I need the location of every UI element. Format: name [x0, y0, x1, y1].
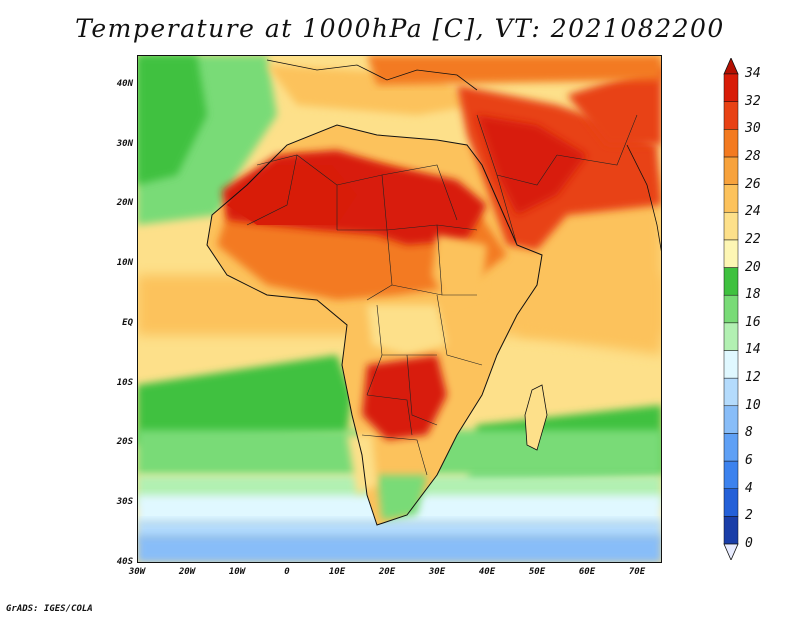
country-borders: [246, 114, 638, 476]
colorbar-level-label: 20: [745, 259, 761, 275]
colorbar-level-label: 16: [745, 314, 761, 330]
lat-tick-label: EQ: [122, 317, 133, 328]
sahara-west-core: [227, 165, 357, 225]
europe-coastline: [266, 59, 478, 91]
lat-tick-label: 30S: [116, 497, 133, 508]
atlantic-north-dark: [137, 55, 207, 185]
colorbar-segment: [723, 516, 739, 545]
south-africa-tip: [377, 475, 427, 520]
colorbar-level-label: 32: [745, 93, 761, 109]
colorbar-segment: [723, 350, 739, 379]
lon-tick-label: 70E: [628, 567, 646, 577]
colorbar-segment: [723, 322, 739, 351]
southern-africa-hot: [362, 355, 447, 440]
madagascar: [524, 384, 548, 451]
temperature-map: [137, 55, 662, 563]
lon-tick-label: 30E: [428, 567, 446, 577]
lon-tick-label: 60E: [578, 567, 596, 577]
colorbar-segment: [723, 405, 739, 434]
lon-tick-label: 0: [284, 567, 290, 577]
arabia-core: [477, 115, 587, 215]
colorbar-level-label: 28: [745, 148, 761, 164]
colorbar-level-label: 30: [745, 121, 761, 137]
ethiopia-highlands: [432, 235, 487, 305]
iran-warm: [567, 65, 662, 145]
lat-tick-label: 30N: [116, 138, 133, 149]
lon-tick-label: 20E: [378, 567, 396, 577]
colorbar-segment: [723, 488, 739, 517]
colorbar-level-label: 10: [745, 397, 761, 413]
lat-tick-label: 40S: [116, 557, 133, 567]
colorbar-level-label: 8: [745, 425, 753, 441]
lat-tick-label: 10S: [116, 377, 133, 388]
colorbar-level-label: 2: [745, 508, 753, 524]
colorbar-level-label: 26: [745, 176, 761, 192]
colorbar-bottom-arrow: [723, 543, 739, 560]
africa-coastline: [206, 124, 543, 526]
lon-tick-label: 10W: [228, 567, 246, 577]
namibia-coast: [347, 435, 377, 495]
colorbar-level-label: 14: [745, 342, 761, 358]
colorbar-level-label: 24: [745, 204, 761, 220]
india-coastline: [626, 144, 662, 256]
colorbar-segment: [723, 239, 739, 268]
lat-tick-label: 10N: [116, 258, 133, 269]
colorbar-segment: [723, 184, 739, 213]
colorbar-segment: [723, 294, 739, 324]
lon-tick-label: 20W: [178, 567, 196, 577]
colorbar-level-label: 18: [745, 287, 761, 303]
grads-credit: GrADS: IGES/COLA: [6, 604, 93, 614]
lon-tick-label: 50E: [528, 567, 546, 577]
lat-tick-label: 20N: [116, 198, 133, 209]
colorbar-segment: [723, 101, 739, 130]
lat-tick-label: 20S: [116, 437, 133, 448]
colorbar-segment: [723, 460, 739, 489]
map-border: [137, 55, 662, 563]
lat-tick-label: 40N: [116, 78, 133, 89]
lon-tick-label: 10E: [328, 567, 346, 577]
ocean-band-south-blue: [137, 535, 662, 563]
colorbar-segment: [723, 433, 739, 462]
colorbar-level-label: 0: [745, 536, 753, 551]
north-hot-band: [367, 55, 662, 85]
colorbar-level-label: 12: [745, 370, 761, 386]
colorbar-segment: [723, 211, 739, 241]
ocean-band-south-atlantic-green: [137, 355, 352, 445]
colorbar-segment: [723, 129, 739, 158]
lon-tick-label: 40E: [478, 567, 496, 577]
colorbar-level-label: 6: [745, 453, 753, 469]
chart-title: Temperature at 1000hPa [C], VT: 20210822…: [75, 14, 725, 43]
colorbar-segment: [723, 377, 739, 407]
colorbar-segment: [723, 156, 739, 185]
colorbar-level-label: 4: [745, 480, 753, 496]
lon-tick-label: 30W: [128, 567, 146, 577]
colorbar-top-arrow: [723, 58, 739, 75]
colorbar-level-label: 34: [745, 66, 761, 81]
colorbar: [723, 58, 739, 560]
colorbar-segment: [723, 73, 739, 102]
colorbar-level-label: 22: [745, 231, 761, 247]
colorbar-segment: [723, 267, 739, 296]
central-africa-green: [367, 305, 447, 355]
